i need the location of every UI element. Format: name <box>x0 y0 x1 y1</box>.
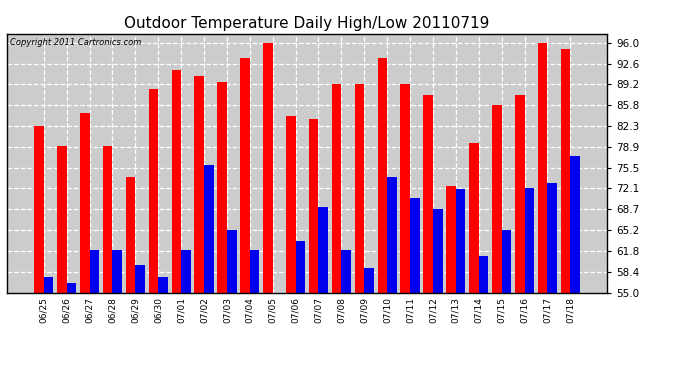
Bar <box>456 189 466 292</box>
Bar <box>309 119 319 292</box>
Bar <box>158 277 168 292</box>
Bar <box>148 88 158 292</box>
Bar <box>446 186 456 292</box>
Bar <box>469 143 479 292</box>
Bar <box>112 250 122 292</box>
Bar <box>377 58 387 292</box>
Bar <box>332 84 342 292</box>
Bar <box>286 116 295 292</box>
Bar <box>57 146 67 292</box>
Bar <box>43 277 53 292</box>
Title: Outdoor Temperature Daily High/Low 20110719: Outdoor Temperature Daily High/Low 20110… <box>124 16 490 31</box>
Bar <box>364 268 374 292</box>
Bar <box>217 82 227 292</box>
Bar <box>67 284 77 292</box>
Bar <box>319 207 328 292</box>
Bar <box>571 156 580 292</box>
Bar <box>479 256 489 292</box>
Bar <box>355 84 364 292</box>
Bar <box>181 250 190 292</box>
Bar <box>538 43 547 292</box>
Bar <box>400 84 410 292</box>
Bar <box>424 94 433 292</box>
Bar <box>410 198 420 292</box>
Bar <box>204 165 214 292</box>
Bar <box>80 113 90 292</box>
Bar <box>227 230 237 292</box>
Bar <box>195 76 204 292</box>
Bar <box>561 49 571 292</box>
Bar <box>515 94 524 292</box>
Bar <box>547 183 557 292</box>
Bar <box>90 250 99 292</box>
Bar <box>263 43 273 292</box>
Bar <box>250 250 259 292</box>
Bar <box>240 58 250 292</box>
Bar <box>172 70 181 292</box>
Bar <box>492 105 502 292</box>
Text: Copyright 2011 Cartronics.com: Copyright 2011 Cartronics.com <box>10 38 141 46</box>
Bar <box>103 146 112 292</box>
Bar <box>433 209 442 292</box>
Bar <box>387 177 397 292</box>
Bar <box>342 250 351 292</box>
Bar <box>126 177 135 292</box>
Bar <box>295 241 305 292</box>
Bar <box>502 230 511 292</box>
Bar <box>34 126 43 292</box>
Bar <box>135 265 145 292</box>
Bar <box>524 188 534 292</box>
